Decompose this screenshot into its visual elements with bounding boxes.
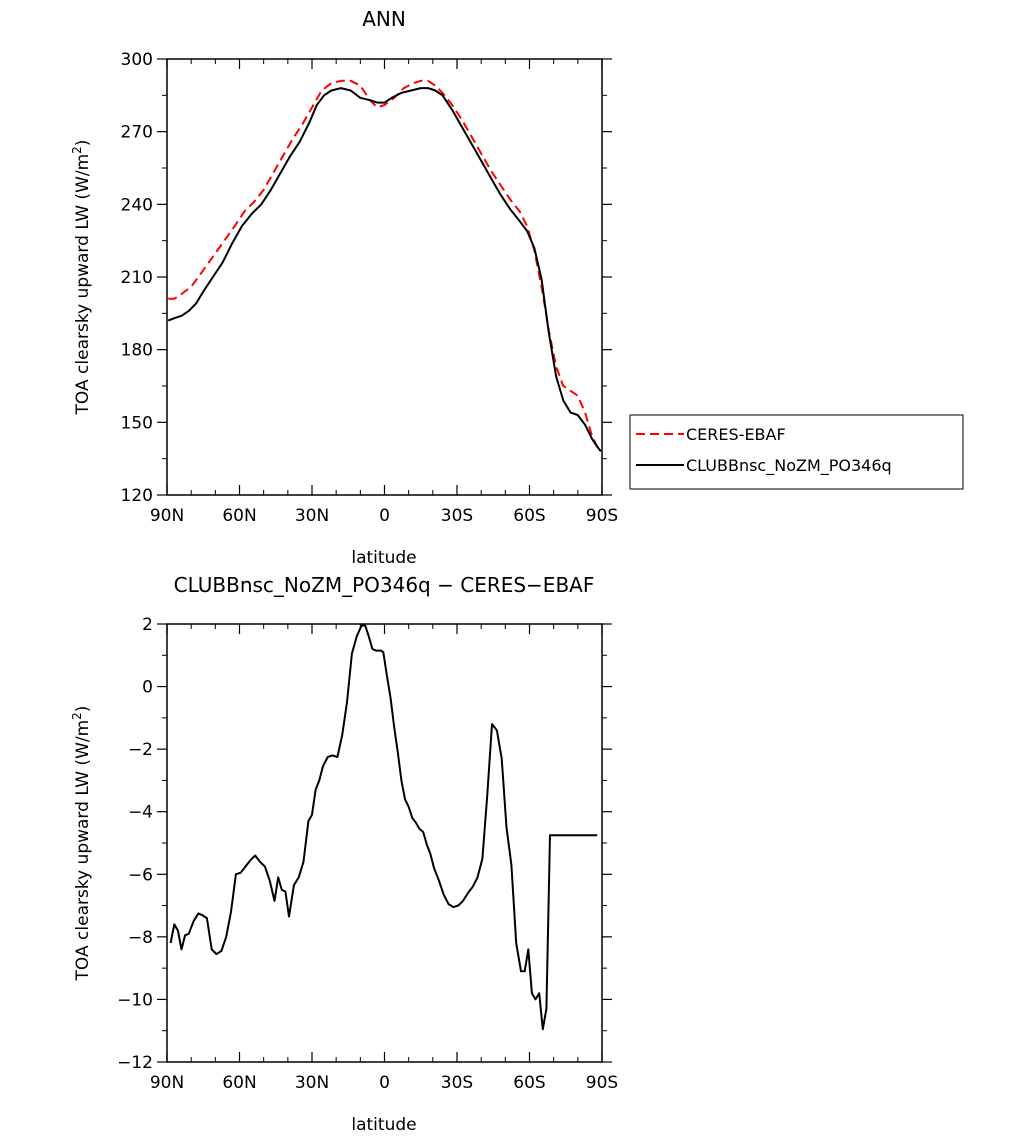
bottom-x-tick-label: 60N — [222, 1073, 256, 1093]
top-x-tick-label: 90N — [150, 506, 184, 526]
top-series-lines — [167, 79, 602, 452]
top-panel: ANN 120 150 180 210 240 270 300 90N 60N 30N 0 30S 60… — [70, 7, 964, 568]
bottom-y-axis-label: TOA clearsky upward LW (W/m2) — [70, 706, 93, 982]
top-y-tick-label: 150 — [121, 413, 153, 433]
bottom-y-tick-label: 0 — [142, 678, 153, 698]
bottom-y-tick-label: −12 — [117, 1053, 153, 1073]
bottom-y-tick-label: −4 — [128, 803, 153, 823]
top-x-tick-label: 30N — [295, 506, 329, 526]
top-chart-title: ANN — [362, 7, 406, 31]
bottom-series-line-0 — [169, 624, 598, 1031]
bottom-x-tick-label: 0 — [379, 1073, 390, 1093]
legend-box — [629, 414, 964, 490]
top-series-line-ceres-ebaf — [168, 79, 602, 452]
bottom-chart-title: CLUBBnsc_NoZM_PO346q − CERES−EBAF — [174, 573, 595, 597]
bottom-panel: CLUBBnsc_NoZM_PO346q − CERES−EBAF −12 −10… — [70, 573, 618, 1135]
bottom-x-tick-label: 90S — [586, 1073, 618, 1093]
legend-label-clubb: CLUBBnsc_NoZM_PO346q — [686, 456, 892, 476]
bottom-x-tick-label: 30N — [295, 1073, 329, 1093]
top-x-tick-label: 60S — [513, 506, 545, 526]
top-x-tick-label: 30S — [441, 506, 473, 526]
top-y-axis-label: TOA clearsky upward LW (W/m2) — [70, 140, 93, 416]
bottom-x-tick-label: 90N — [150, 1073, 184, 1093]
top-series-line-clubbnsc-nozm-po346q — [167, 87, 602, 452]
top-y-tick-label: 180 — [121, 341, 153, 361]
bottom-y-tick-label: −2 — [128, 740, 153, 760]
bottom-y-tick-label: 2 — [142, 615, 153, 635]
bottom-y-tick-label: −6 — [128, 865, 153, 885]
bottom-x-axis-label: latitude — [351, 1115, 416, 1135]
top-y-tick-label: 270 — [121, 123, 153, 143]
bottom-axes: −12 −10 −8 −6 −4 −2 0 2 90N 60N 30N 0 30S 60S 90S — [117, 615, 618, 1093]
top-y-tick-label: 240 — [121, 195, 153, 215]
bottom-y-tick-label: −8 — [128, 928, 153, 948]
top-x-tick-label: 90S — [586, 506, 618, 526]
bottom-x-tick-label: 60S — [513, 1073, 545, 1093]
legend-label-ceres-ebaf: CERES-EBAF — [686, 425, 786, 444]
bottom-y-tick-label: −10 — [117, 990, 153, 1010]
top-x-tick-label: 0 — [379, 506, 390, 526]
bottom-series-lines — [169, 624, 598, 1031]
bottom-x-tick-label: 30S — [441, 1073, 473, 1093]
top-x-tick-label: 60N — [222, 506, 256, 526]
top-plot-frame — [166, 58, 603, 496]
top-y-tick-label: 210 — [121, 268, 153, 288]
legend: CERES-EBAF CLUBBnsc_NoZM_PO346q — [629, 414, 964, 490]
top-y-tick-label: 300 — [121, 50, 153, 70]
top-x-axis-label: latitude — [351, 548, 416, 568]
top-axes: 120 150 180 210 240 270 300 90N 60N 30N 0 30S 60S 90S — [121, 50, 619, 526]
top-y-tick-label: 120 — [121, 486, 153, 506]
